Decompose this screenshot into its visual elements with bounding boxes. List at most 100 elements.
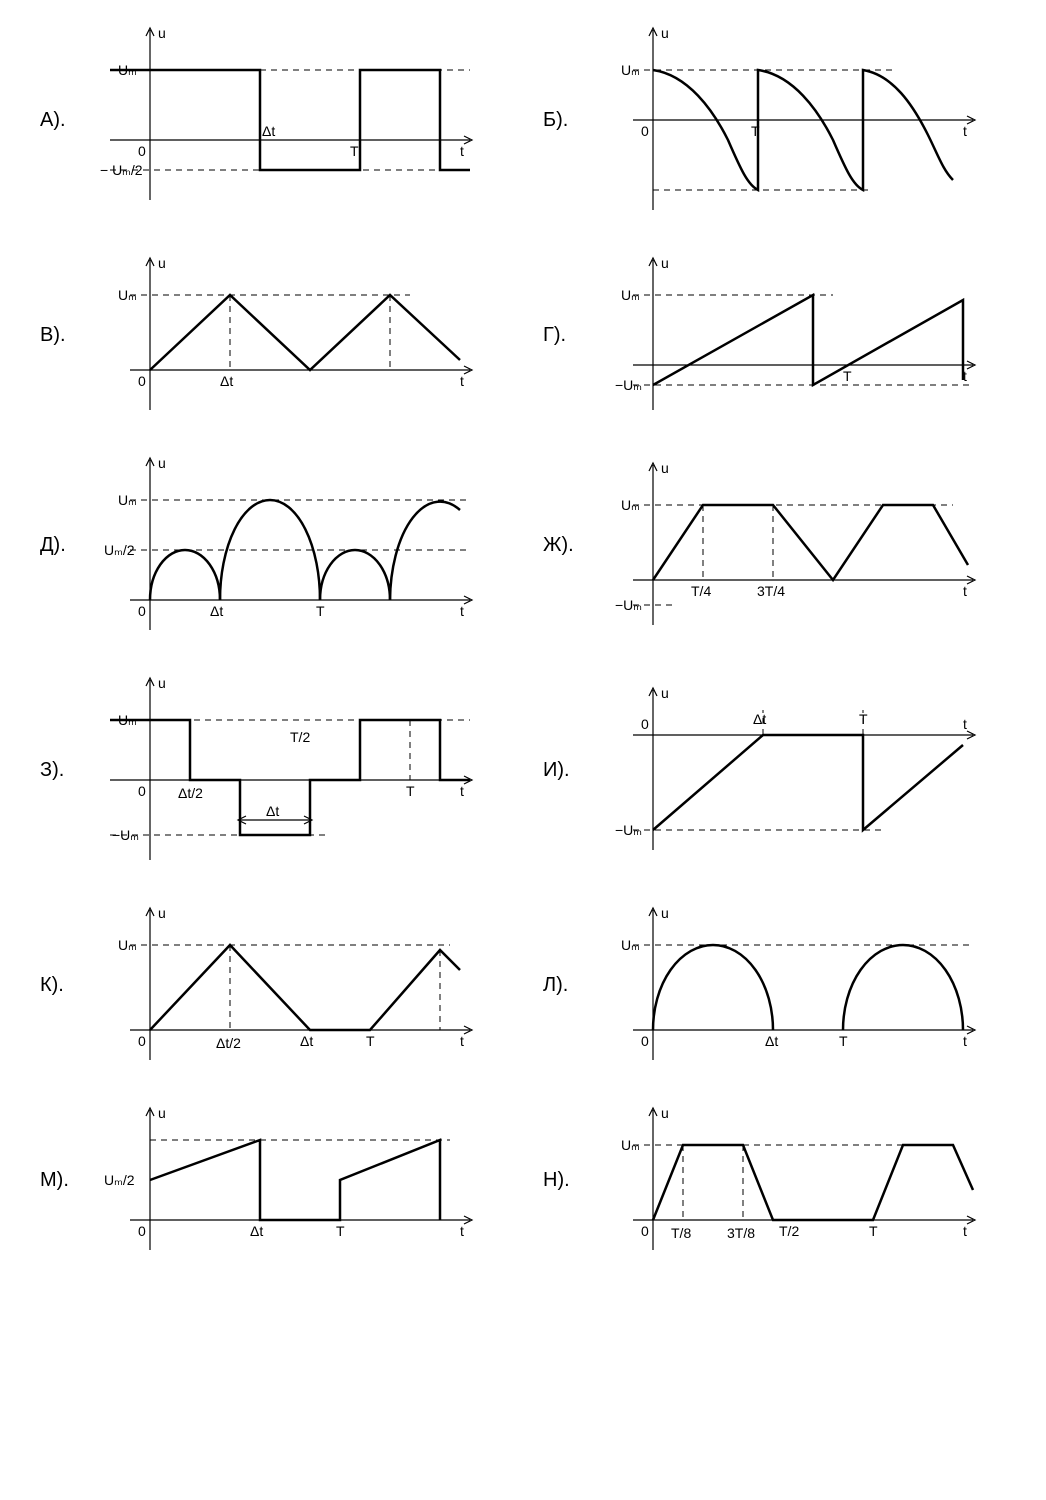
lbl-T: T: [336, 1223, 345, 1239]
lbl-Um: Uₘ: [621, 62, 640, 78]
lbl-T8: T/8: [671, 1225, 691, 1241]
lbl-T: T: [350, 143, 359, 159]
y-axis-label: u: [158, 1105, 166, 1121]
panel-Zh: Ж). u t Uₘ −Uₘ T/4 3T/4: [543, 450, 1006, 640]
panel-L-label: Л).: [543, 974, 583, 997]
panel-L: Л). u t Uₘ 0 Δt T: [543, 900, 1006, 1070]
plot-G: u t Uₘ −Uₘ T: [593, 250, 993, 420]
y-axis-label: u: [661, 1105, 669, 1121]
lbl-Um: Uₘ: [621, 287, 640, 303]
lbl-dt2: Δt/2: [216, 1035, 241, 1051]
x-axis-label: t: [460, 1033, 464, 1049]
lbl-negUm2: − Uₘ/2: [100, 162, 143, 178]
lbl-Um: Uₘ: [118, 287, 137, 303]
panel-V: В). u t Uₘ 0 Δt: [40, 250, 503, 420]
lbl-Um: Uₘ: [118, 62, 137, 78]
x-axis-label: t: [460, 373, 464, 389]
x-axis-label: t: [963, 1033, 967, 1049]
plot-D: u t Uₘ Uₘ/2 0 Δt T: [90, 450, 490, 640]
x-axis-label: t: [963, 716, 967, 732]
lbl-zero: 0: [138, 373, 146, 389]
lbl-dt2: Δt/2: [178, 785, 203, 801]
panel-N: Н). u t Uₘ 0 T/8 3T/8 T/2 T: [543, 1100, 1006, 1260]
lbl-T: T: [843, 368, 852, 384]
y-axis-label: u: [661, 685, 669, 701]
plot-B: u t Uₘ 0 T: [593, 20, 993, 220]
lbl-T: T: [839, 1033, 848, 1049]
plot-Z: u t Δt Uₘ −Uₘ 0 Δt/2 T/2 T: [90, 670, 490, 870]
plot-Zh: u t Uₘ −Uₘ T/4 3T/4: [593, 455, 993, 635]
lbl-zero: 0: [138, 143, 146, 159]
lbl-T: T: [316, 603, 325, 619]
lbl-dt: Δt: [220, 373, 233, 389]
x-axis-label: t: [460, 143, 464, 159]
lbl-T: T: [366, 1033, 375, 1049]
lbl-dt: Δt: [250, 1223, 263, 1239]
plot-K: u t Uₘ 0 Δt/2 Δt T: [90, 900, 490, 1070]
y-axis-label: u: [158, 455, 166, 471]
lbl-T2: T/2: [779, 1223, 799, 1239]
x-axis-label: t: [963, 123, 967, 139]
lbl-T: T: [751, 123, 760, 139]
lbl-zero: 0: [138, 603, 146, 619]
panel-V-label: В).: [40, 324, 80, 347]
panel-B-label: Б).: [543, 109, 583, 132]
lbl-negUm: −Uₘ: [615, 822, 642, 838]
y-axis-label: u: [158, 255, 166, 271]
panel-M-label: М).: [40, 1169, 80, 1192]
y-axis-label: u: [158, 675, 166, 691]
x-axis-label: t: [963, 1223, 967, 1239]
panel-G: Г). u t Uₘ −Uₘ T: [543, 250, 1006, 420]
y-axis-label: u: [661, 460, 669, 476]
panel-D: Д). u t Uₘ Uₘ/2 0 Δt T: [40, 450, 503, 640]
panel-D-label: Д).: [40, 534, 80, 557]
lbl-dt: Δt: [210, 603, 223, 619]
panel-A: А). u t Uₘ − Uₘ/2 0 Δt T: [40, 20, 503, 220]
lbl-T: T: [869, 1223, 878, 1239]
lbl-negUm: −Uₘ: [112, 827, 139, 843]
lbl-negUm: −Uₘ: [615, 377, 642, 393]
plot-M: u t Uₘ/2 0 Δt T: [90, 1100, 490, 1260]
panel-M: М). u t Uₘ/2 0 Δt T: [40, 1100, 503, 1260]
y-axis-label: u: [158, 25, 166, 41]
x-axis-label: t: [460, 783, 464, 799]
lbl-dt: Δt: [753, 711, 766, 727]
x-axis-label: t: [963, 583, 967, 599]
lbl-dt: Δt: [300, 1033, 313, 1049]
panel-Z-label: З).: [40, 759, 80, 782]
panel-G-label: Г).: [543, 324, 583, 347]
lbl-3T4: 3T/4: [757, 583, 785, 599]
x-axis-label: t: [460, 603, 464, 619]
lbl-Um: Uₘ: [118, 937, 137, 953]
lbl-dt: Δt: [765, 1033, 778, 1049]
lbl-T2: T/2: [290, 729, 310, 745]
lbl-Um: Uₘ: [621, 1137, 640, 1153]
lbl-Um2: Uₘ/2: [104, 1172, 135, 1188]
y-axis-label: u: [158, 905, 166, 921]
lbl-T4: T/4: [691, 583, 711, 599]
lbl-dt-arrow: Δt: [266, 803, 279, 819]
lbl-Um2: Uₘ/2: [104, 542, 135, 558]
lbl-zero: 0: [138, 1033, 146, 1049]
lbl-zero: 0: [138, 783, 146, 799]
panel-I-label: И).: [543, 759, 583, 782]
lbl-Um: Uₘ: [118, 492, 137, 508]
plot-L: u t Uₘ 0 Δt T: [593, 900, 993, 1070]
y-axis-label: u: [661, 905, 669, 921]
lbl-zero: 0: [138, 1223, 146, 1239]
panel-N-label: Н).: [543, 1169, 583, 1192]
lbl-Um: Uₘ: [118, 712, 137, 728]
lbl-zero: 0: [641, 716, 649, 732]
lbl-Um: Uₘ: [621, 497, 640, 513]
plot-I: u t 0 −Uₘ Δt T: [593, 680, 993, 860]
lbl-zero: 0: [641, 1033, 649, 1049]
lbl-zero: 0: [641, 123, 649, 139]
lbl-T: T: [859, 711, 868, 727]
x-axis-label: t: [460, 1223, 464, 1239]
plot-A: u t Uₘ − Uₘ/2 0 Δt T: [90, 20, 490, 220]
panel-K: К). u t Uₘ 0 Δt/2 Δt T: [40, 900, 503, 1070]
lbl-T: T: [406, 783, 415, 799]
lbl-Um: Uₘ: [621, 937, 640, 953]
lbl-dt: Δt: [262, 123, 275, 139]
plot-N: u t Uₘ 0 T/8 3T/8 T/2 T: [593, 1100, 993, 1260]
